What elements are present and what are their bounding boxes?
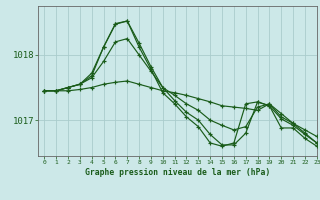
- X-axis label: Graphe pression niveau de la mer (hPa): Graphe pression niveau de la mer (hPa): [85, 168, 270, 177]
